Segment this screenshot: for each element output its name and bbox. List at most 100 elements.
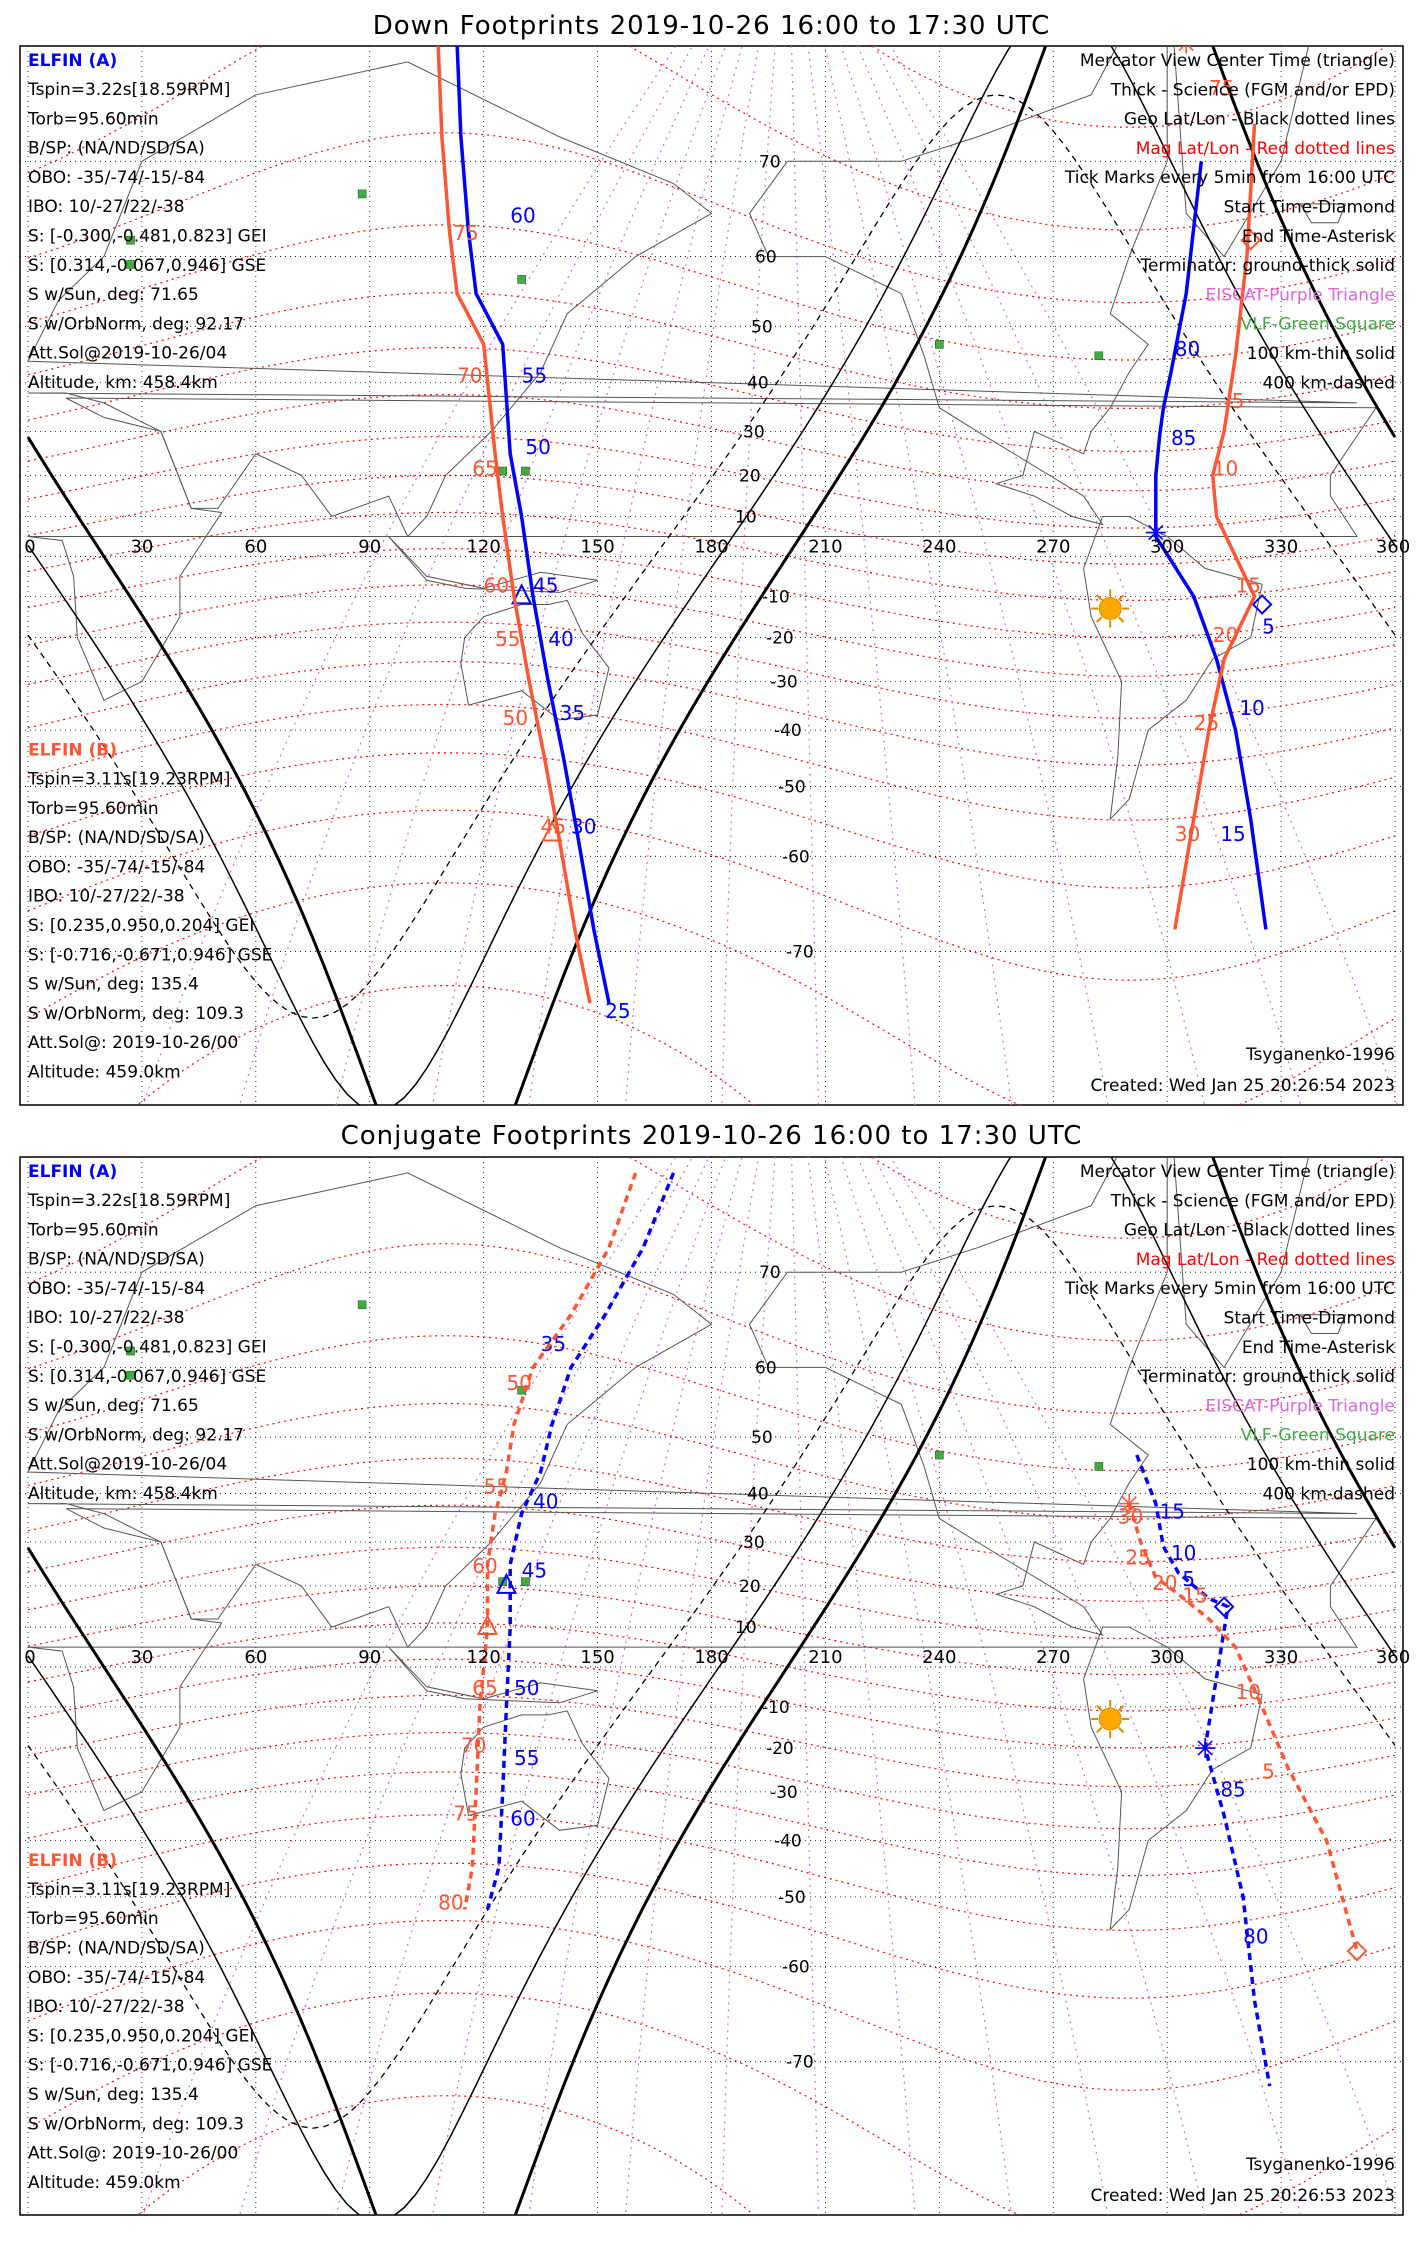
elfin-b-line: IBO: 10/-27/22/-38: [28, 887, 185, 907]
coastline: [388, 1646, 598, 1704]
footprint-line: [462, 1172, 638, 1910]
mag-lat-line: [27, 1862, 1396, 1999]
tick-label: 5: [1262, 1759, 1275, 1783]
center-triangle-icon: [541, 820, 563, 842]
mag-lon-line: [528, 46, 743, 1105]
tick-label: 85: [1171, 426, 1196, 450]
elfin-a-name: ELFIN (A): [28, 51, 117, 71]
mag-lat-line: [27, 474, 1396, 565]
lon-tick-label: 210: [808, 536, 842, 557]
tick-label: 70: [457, 364, 482, 388]
legend-end: End Time-Asterisk: [1242, 227, 1395, 247]
tick-label: 10: [1236, 1680, 1261, 1704]
legend-vlf: VLF-Green Square: [1241, 1426, 1395, 1446]
lon-tick-label: 90: [358, 1647, 381, 1668]
eiscat-lines: [142, 46, 1398, 1105]
coastline: [460, 599, 610, 721]
mag-lon-line: [823, 46, 1013, 1105]
lon-tick-label: 150: [580, 1647, 614, 1668]
legend-term: Terminator: ground-thick solid: [1139, 1367, 1395, 1387]
elfin-b-name: ELFIN (B): [28, 741, 117, 761]
lon-tick-label: 60: [244, 1647, 267, 1668]
elfin-a-line: Att.Sol@2019-10-26/04: [28, 344, 227, 364]
tick-label: 10: [1213, 456, 1238, 480]
legend-ticks: Tick Marks every 5min from 16:00 UTC: [1064, 168, 1395, 188]
legend-term: Terminator: ground-thick solid: [1139, 256, 1395, 276]
elfin-a-line: B/SP: (NA/ND/SD/SA): [28, 1250, 205, 1270]
geo-grid: [20, 46, 1403, 1105]
elfin-b-line: Att.Sol@: 2019-10-26/00: [28, 1033, 238, 1053]
tick-label: 70: [461, 1733, 486, 1757]
center-triangle-icon: [476, 1613, 499, 1636]
lat-tick-label: 20: [739, 1577, 761, 1597]
end-asterisk-icon: [1195, 1738, 1216, 1759]
elfin-b-line: S w/Sun, deg: 135.4: [28, 975, 199, 995]
elfin-a-line: Altitude, km: 458.4km: [28, 1484, 218, 1504]
tick-label: 30: [1118, 1504, 1143, 1528]
tick-label: 75: [1209, 76, 1234, 100]
axis-labels: 0 30 60 90 120 150 180 210 240 270 300 330 360 70 60 50…: [24, 1263, 1410, 2073]
end-asterisk-icon: [1145, 522, 1166, 543]
tick-label: 20: [1152, 1571, 1177, 1595]
tick-label: 80: [1175, 337, 1200, 361]
lat-tick-label: 60: [755, 248, 777, 268]
axis-labels: 0 30 60 90 120 150 180 210 240 270 300 330 360 70 60 50…: [24, 152, 1410, 962]
elfin-a-line: Tspin=3.22s[18.59RPM]: [27, 80, 230, 100]
coastline: [388, 536, 598, 593]
lat-tick-label: 30: [743, 422, 765, 442]
geo-grid: [20, 1157, 1403, 2215]
lon-tick-label: 240: [922, 536, 956, 557]
lon-tick-label: 120: [466, 1647, 500, 1668]
coastline: [27, 1508, 1377, 1812]
vlf-square-marker-icon: [521, 1577, 530, 1586]
legend-vlf: VLF-Green Square: [1241, 315, 1395, 335]
vlf-square-marker-icon: [517, 275, 526, 284]
tick-label: 75: [453, 1801, 478, 1825]
lat-tick-label: 60: [755, 1358, 777, 1378]
mag-lat-line: [27, 394, 1396, 492]
legend-view: Mercator View Center Time (triangle): [1080, 1162, 1395, 1182]
lon-tick-label: 360: [1376, 536, 1410, 557]
tick-label: 35: [560, 701, 585, 725]
panel-title: Down Footprints 2019-10-26 16:00 to 17:3…: [373, 11, 1051, 41]
legend-km100: 100 km-thin solid: [1247, 344, 1395, 364]
mag-lon-line: [432, 1157, 727, 2215]
terminator-ground: [26, 46, 1397, 1105]
mag-lon-line: [721, 1157, 776, 2215]
tick-label: 5: [1232, 389, 1245, 413]
coastline: [748, 1157, 1168, 1636]
lat-tick-label: 40: [747, 374, 769, 394]
panel-title: Conjugate Footprints 2019-10-26 16:00 to…: [341, 1121, 1083, 1151]
coastline: [1173, 46, 1310, 258]
terminator: [26, 46, 1397, 1105]
lon-tick-label: 180: [694, 1647, 728, 1668]
elfin-b-line: S: [0.235,0.950,0.204] GEI: [28, 2026, 254, 2046]
elfin-a-line: OBO: -35/-74/-15/-84: [28, 168, 205, 188]
legend-mag: Mag Lat/Lon - Red dotted lines: [1136, 139, 1395, 159]
elfin-a-line: S w/Sun, deg: 71.65: [28, 285, 199, 305]
elfin-b-line: OBO: -35/-74/-15/-84: [28, 1968, 205, 1988]
elfin-b-line: S w/OrbNorm, deg: 109.3: [28, 2114, 244, 2134]
start-diamond-icon: [1240, 229, 1262, 251]
mag-lat-line: [27, 436, 1396, 529]
lon-tick-label: 300: [1150, 1647, 1184, 1668]
mag-lat-line: [27, 584, 1396, 677]
lat-tick-label: -20: [766, 1739, 794, 1759]
lat-tick-label: -30: [770, 673, 798, 693]
lat-tick-label: -10: [762, 1698, 790, 1718]
start-diamond-icon: [1213, 1596, 1235, 1618]
vlf-square-marker-icon: [935, 1450, 944, 1460]
lat-tick-label: -40: [774, 721, 802, 741]
coastline: [1083, 1626, 1263, 1931]
terminator-100km: [27, 1157, 1396, 2215]
elfin-b-name: ELFIN (B): [28, 1851, 117, 1871]
lat-tick-label: -50: [778, 778, 806, 798]
start-diamond-icon: [1251, 594, 1273, 615]
lat-tick-label: 50: [751, 1428, 773, 1448]
elfin-b-line: Tspin=3.11s[19.23RPM]: [27, 1880, 230, 1900]
lat-tick-label: -20: [766, 629, 794, 649]
elfin-a-line: B/SP: (NA/ND/SD/SA): [28, 139, 205, 159]
mag-lat-line: [27, 1157, 1396, 1342]
mag-lon-line: [840, 46, 1109, 1105]
tick-label: 60: [472, 1554, 497, 1578]
